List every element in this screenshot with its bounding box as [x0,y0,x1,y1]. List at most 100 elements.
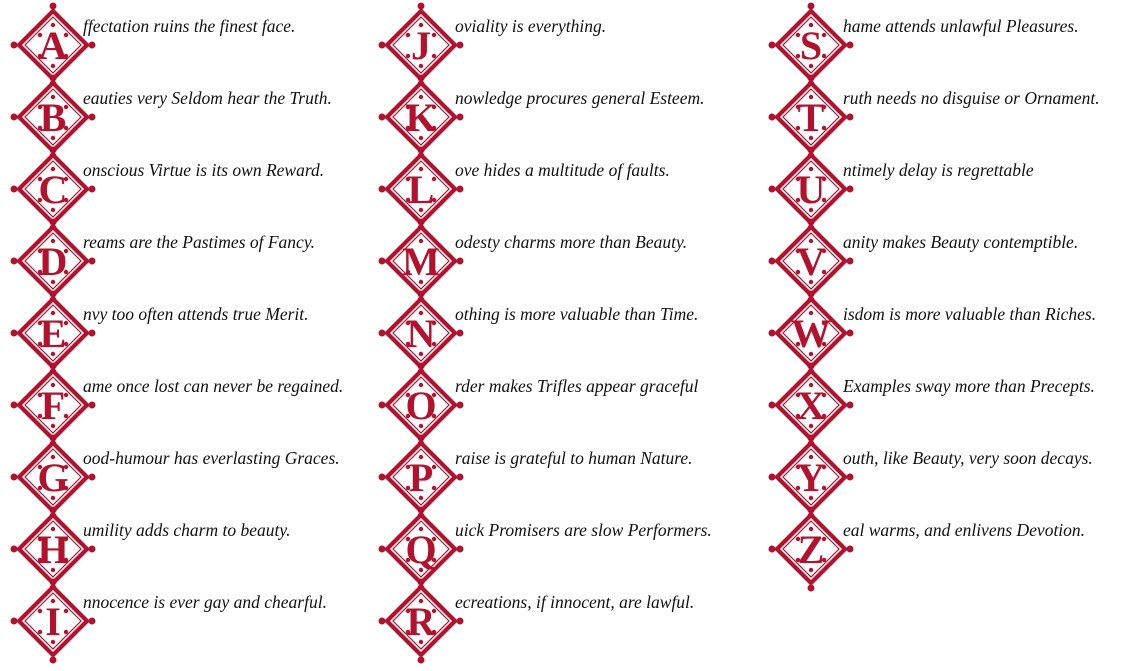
maxim-text: ame once lost can never be regained. [83,376,343,396]
flourish [418,598,424,604]
flourish [431,341,437,347]
flourish [405,320,411,326]
corner-knob [417,290,425,298]
corner-knob [846,257,854,265]
flourish [50,526,56,532]
flourish [63,125,69,131]
flourish [418,238,424,244]
corner-knob [768,185,776,193]
initial-inner-border [392,16,450,74]
initial-field [780,230,842,292]
flourish [431,176,437,182]
flourish [50,310,56,316]
flourish [50,567,56,573]
flourish [821,536,827,542]
flourish [808,135,814,141]
maxim-text: umility adds charm to beauty. [83,520,291,540]
flourish [821,413,827,419]
initial-inner-border [392,520,450,578]
initial-inner-border [782,16,840,74]
flourish [405,629,411,635]
flourish [808,94,814,100]
initial-letter: D [39,239,68,284]
corner-knob [417,218,425,226]
corner-knob [807,218,815,226]
flourish [808,567,814,573]
corner-knob [807,506,815,514]
flourish [37,464,43,470]
flourish [405,413,411,419]
flourish [405,104,411,110]
flourish [50,598,56,604]
corner-knob [88,329,96,337]
initial-field [390,590,452,652]
flourish [418,166,424,172]
flourish [63,53,69,59]
flourish [63,269,69,275]
flourish [63,341,69,347]
initial-letter: C [39,167,68,212]
flourish [808,351,814,357]
flourish [405,269,411,275]
flourish [418,22,424,28]
initial-field [780,86,842,148]
initial-field [780,446,842,508]
initial-inner-border [24,520,82,578]
flourish [405,248,411,254]
flourish [37,176,43,182]
flourish [50,351,56,357]
maxim-text: nowledge procures general Esteem. [455,88,704,108]
initial-inner-border [782,160,840,218]
flourish [431,485,437,491]
maxim-text: odesty charms more than Beauty. [455,232,687,252]
flourish [431,536,437,542]
flourish [418,94,424,100]
flourish [431,320,437,326]
corner-knob [49,2,57,10]
flourish [37,125,43,131]
corner-knob [456,401,464,409]
flourish [795,485,801,491]
initial-inner-border [24,592,82,650]
initial-letter: J [411,23,431,68]
flourish [431,197,437,203]
initial-letter: M [402,239,440,284]
initial-inner-border [392,376,450,434]
flourish [821,269,827,275]
initial-inner-border [24,88,82,146]
initial-field [22,14,84,76]
flourish [431,413,437,419]
corner-knob [49,656,57,664]
corner-knob [807,2,815,10]
flourish [63,392,69,398]
flourish [808,22,814,28]
flourish [795,464,801,470]
corner-knob [10,473,18,481]
corner-knob [846,545,854,553]
corner-knob [768,257,776,265]
flourish [418,351,424,357]
corner-knob [417,506,425,514]
flourish [808,423,814,429]
initial-field [22,158,84,220]
flourish [431,557,437,563]
initial-letter: L [408,167,435,212]
flourish [795,413,801,419]
initial-inner-border [782,304,840,362]
initial-letter: P [409,455,433,500]
maxim-text: ood-humour has everlasting Graces. [83,448,340,468]
corner-knob [846,329,854,337]
corner-knob [846,113,854,121]
maxim-text: othing is more valuable than Time. [455,304,698,324]
corner-knob [49,362,57,370]
flourish [431,464,437,470]
maxim-text: rder makes Trifles appear graceful [455,376,698,396]
flourish [808,454,814,460]
flourish [37,608,43,614]
flourish [37,104,43,110]
initial-letter: Z [798,527,825,572]
